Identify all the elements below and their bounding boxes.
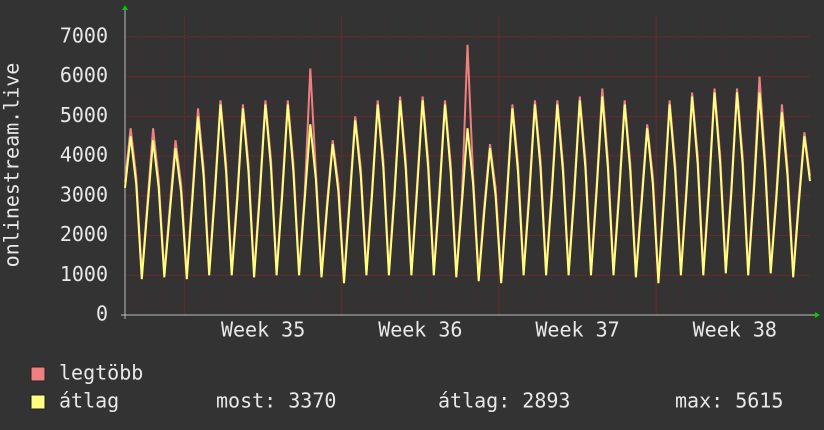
y-tick-label: 4000 — [60, 143, 108, 167]
legend-swatch — [30, 394, 46, 410]
axis-arrow — [815, 312, 820, 318]
y-tick-label: 2000 — [60, 222, 108, 246]
y-tick-label: 7000 — [60, 23, 108, 47]
legend-swatch — [30, 366, 46, 382]
legend-stat: most: 3370 — [216, 389, 336, 413]
legend-stat: max: 5615 — [675, 389, 783, 413]
x-tick-label: Week 38 — [693, 318, 777, 342]
axis-arrow — [122, 5, 128, 10]
x-tick-label: Week 35 — [221, 318, 305, 342]
legend-label: legtöbb — [59, 361, 143, 385]
y-tick-label: 3000 — [60, 182, 108, 206]
y-tick-label: 1000 — [60, 262, 108, 286]
y-tick-label: 6000 — [60, 63, 108, 87]
y-tick-label: 5000 — [60, 103, 108, 127]
legend-label: átlag — [59, 389, 119, 413]
series-line — [124, 92, 811, 284]
x-tick-label: Week 36 — [378, 318, 462, 342]
legend-stat: átlag: 2893 — [438, 389, 570, 413]
y-axis-title: onlinestream.live — [0, 63, 24, 268]
x-tick-label: Week 37 — [535, 318, 619, 342]
y-tick-label: 0 — [96, 302, 108, 326]
